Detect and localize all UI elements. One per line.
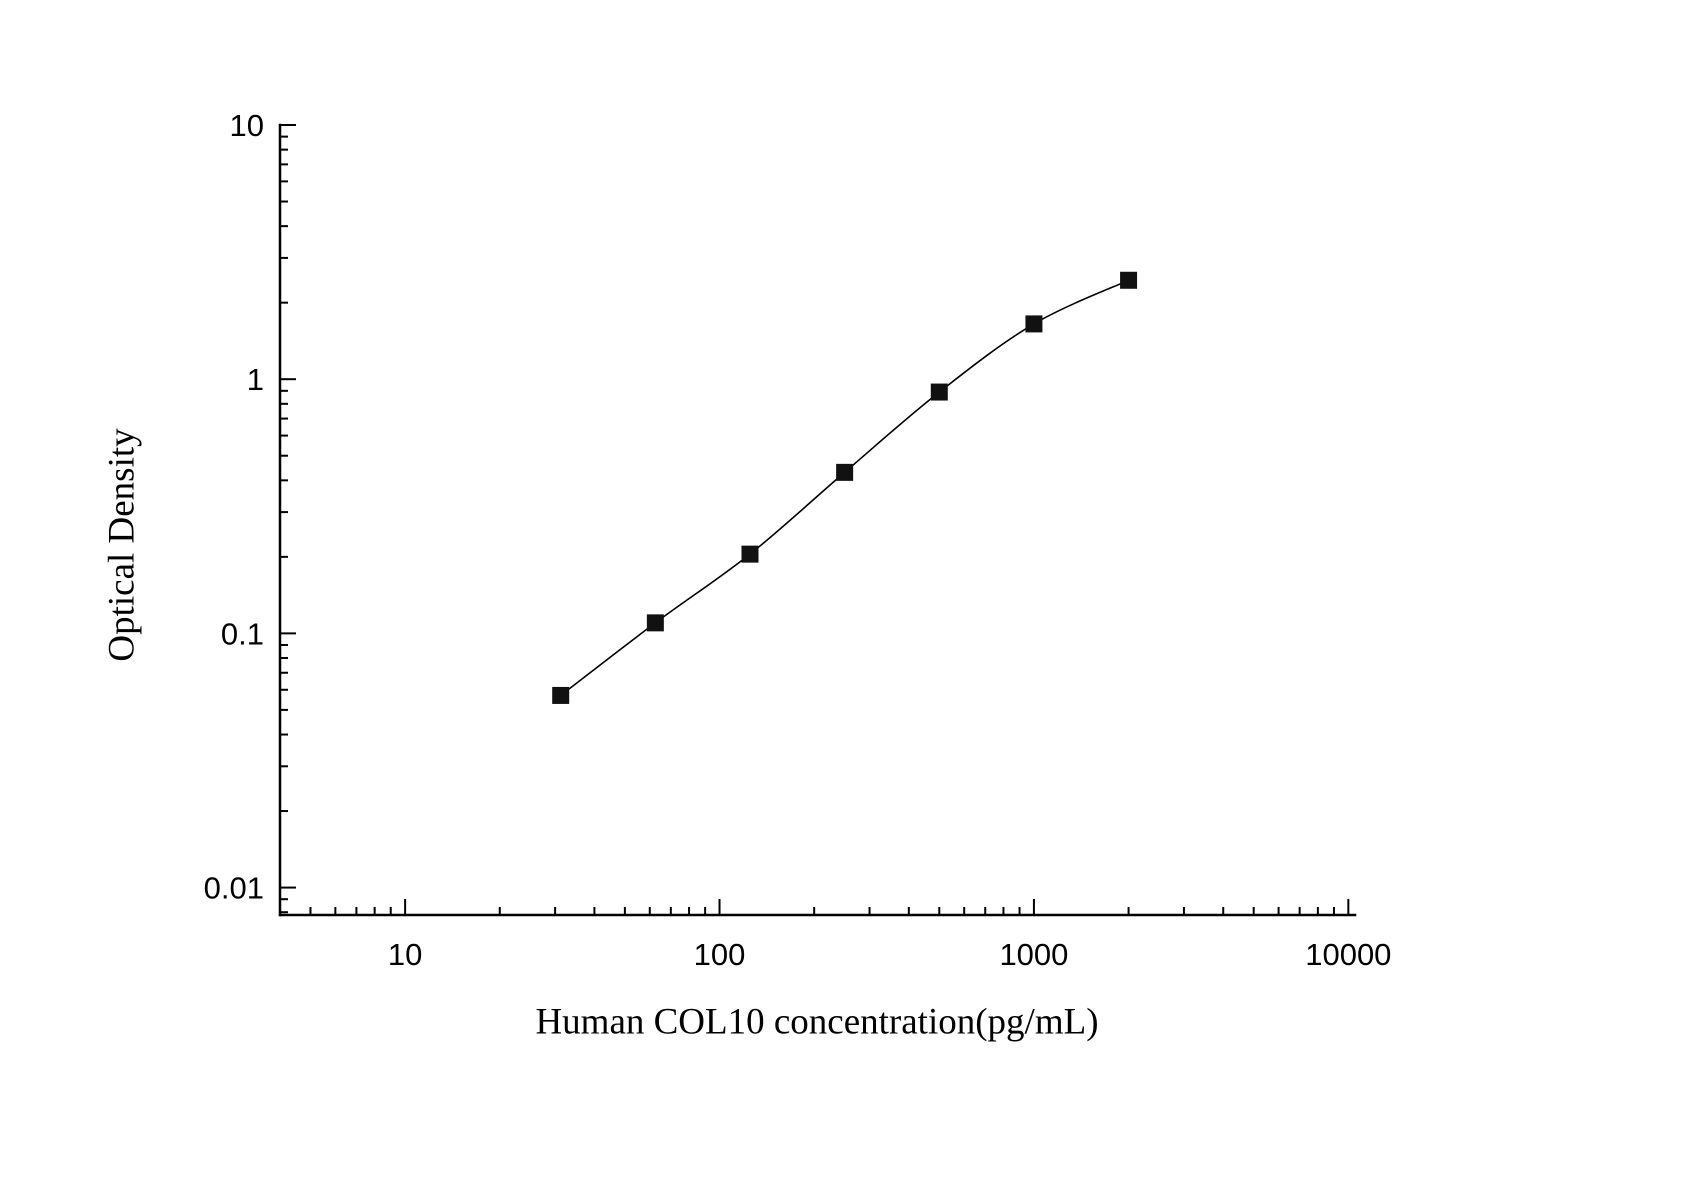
- x-axis-title: Human COL10 concentration(pg/mL): [535, 1001, 1099, 1043]
- data-point-marker: [552, 686, 570, 704]
- tick-marks: [279, 124, 1350, 915]
- y-axis-title: Optical Density: [101, 428, 143, 662]
- x-tick-label: 10: [388, 937, 422, 972]
- axes: [278, 123, 1357, 917]
- y-tick-label: 0.01: [204, 871, 264, 906]
- y-tick-label: 0.1: [221, 616, 264, 651]
- data-point-marker: [1025, 315, 1043, 333]
- x-tick-label: 100: [694, 937, 746, 972]
- data-point-marker: [741, 545, 759, 563]
- x-tick-label: 10000: [1305, 937, 1391, 972]
- y-tick-labels: 0.01 0.1 1 10: [204, 108, 264, 906]
- y-tick-label: 10: [230, 108, 264, 143]
- data-point-markers: [552, 271, 1138, 704]
- standard-curve-line: [560, 279, 1129, 697]
- x-tick-labels: 10 100 1000 10000: [388, 937, 1392, 972]
- data-point-marker: [1120, 271, 1138, 289]
- y-tick-label: 1: [247, 362, 264, 397]
- data-point-marker: [836, 463, 854, 481]
- data-point-marker: [930, 383, 948, 401]
- data-point-marker: [646, 614, 664, 632]
- x-tick-label: 1000: [999, 937, 1068, 972]
